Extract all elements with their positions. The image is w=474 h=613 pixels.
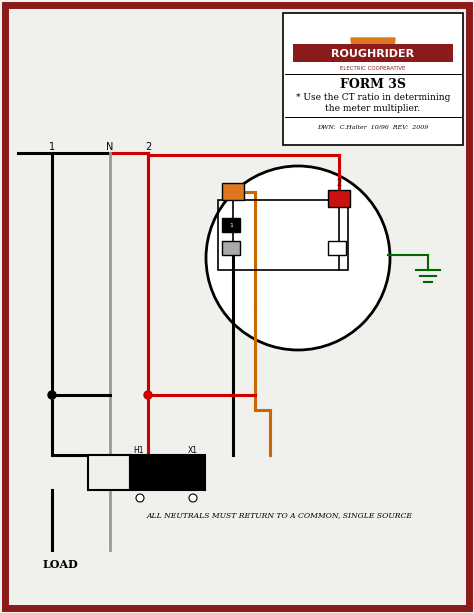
Text: ELECTRIC COOPERATIVE: ELECTRIC COOPERATIVE bbox=[340, 66, 406, 70]
Circle shape bbox=[189, 494, 197, 502]
Text: * Use the CT ratio in determining: * Use the CT ratio in determining bbox=[296, 93, 450, 102]
FancyBboxPatch shape bbox=[222, 241, 240, 255]
FancyBboxPatch shape bbox=[130, 455, 205, 490]
Circle shape bbox=[48, 391, 56, 399]
Text: ROUGHRIDER: ROUGHRIDER bbox=[331, 49, 415, 59]
Text: DWN:  C.Halter  10/96  REV:  2009: DWN: C.Halter 10/96 REV: 2009 bbox=[318, 124, 428, 129]
FancyBboxPatch shape bbox=[222, 183, 244, 200]
Text: the meter multiplier.: the meter multiplier. bbox=[326, 104, 420, 113]
Circle shape bbox=[144, 391, 152, 399]
FancyBboxPatch shape bbox=[328, 190, 350, 207]
Text: N: N bbox=[106, 142, 114, 152]
Text: FORM 3S: FORM 3S bbox=[340, 77, 406, 91]
Text: X1: X1 bbox=[188, 446, 198, 454]
Wedge shape bbox=[351, 38, 395, 60]
FancyBboxPatch shape bbox=[283, 13, 463, 145]
FancyBboxPatch shape bbox=[222, 218, 240, 232]
FancyBboxPatch shape bbox=[293, 44, 453, 62]
Text: 2: 2 bbox=[145, 142, 151, 152]
FancyBboxPatch shape bbox=[5, 5, 469, 608]
Text: LOAD: LOAD bbox=[42, 558, 78, 569]
Text: 1: 1 bbox=[49, 142, 55, 152]
Text: H1: H1 bbox=[133, 446, 143, 454]
Circle shape bbox=[206, 166, 390, 350]
FancyBboxPatch shape bbox=[88, 455, 130, 490]
Text: ALL NEUTRALS MUST RETURN TO A COMMON, SINGLE SOURCE: ALL NEUTRALS MUST RETURN TO A COMMON, SI… bbox=[147, 511, 413, 519]
Circle shape bbox=[136, 494, 144, 502]
Text: 2: 2 bbox=[337, 178, 342, 188]
Text: 1: 1 bbox=[229, 223, 233, 227]
FancyBboxPatch shape bbox=[328, 241, 346, 255]
